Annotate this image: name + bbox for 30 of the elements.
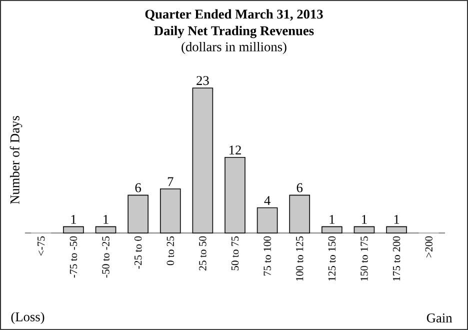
data-label: 7 — [168, 177, 174, 186]
x-tick-label: -25 to 0 — [134, 236, 142, 269]
data-label: 1 — [362, 214, 367, 224]
data-label: 23 — [196, 76, 209, 86]
data-label: 1 — [394, 214, 400, 224]
x-tick-label: >200 — [425, 236, 432, 258]
text: Gain — [426, 314, 452, 322]
x-tick-label: 175 to 200 — [392, 236, 400, 281]
x-tick-label: 25 to 50 — [199, 236, 206, 270]
x-tick-label: 50 to 75 — [231, 236, 239, 270]
data-label: 12 — [230, 146, 241, 154]
chart-title: Quarter Ended March 31, 2013 — [145, 9, 323, 21]
x-tick-label: <-75 — [38, 236, 45, 256]
x-tick-label: 0 to 25 — [166, 236, 174, 266]
data-label: 6 — [296, 183, 303, 192]
x-tick-label: -75 to -50 — [70, 236, 78, 278]
x-tick-label: 125 to 150 — [328, 236, 336, 281]
y-axis-title: Number of Days — [10, 116, 22, 204]
data-label: 6 — [135, 183, 142, 192]
data-label: 1 — [71, 214, 76, 224]
chart-subtitle: Daily Net Trading Revenues — [154, 26, 314, 38]
x-tick-label: 100 to 125 — [296, 236, 304, 281]
data-label: 4 — [264, 196, 270, 205]
x-tick-label: 75 to 100 — [264, 236, 271, 276]
text: (Loss) — [11, 312, 44, 324]
data-label: 1 — [330, 214, 334, 224]
x-tick-label: 150 to 175 — [360, 236, 368, 281]
x-tick-label: -50 to -25 — [102, 236, 110, 278]
text: (dollars in millions) — [182, 42, 286, 54]
data-label: 1 — [104, 214, 108, 224]
